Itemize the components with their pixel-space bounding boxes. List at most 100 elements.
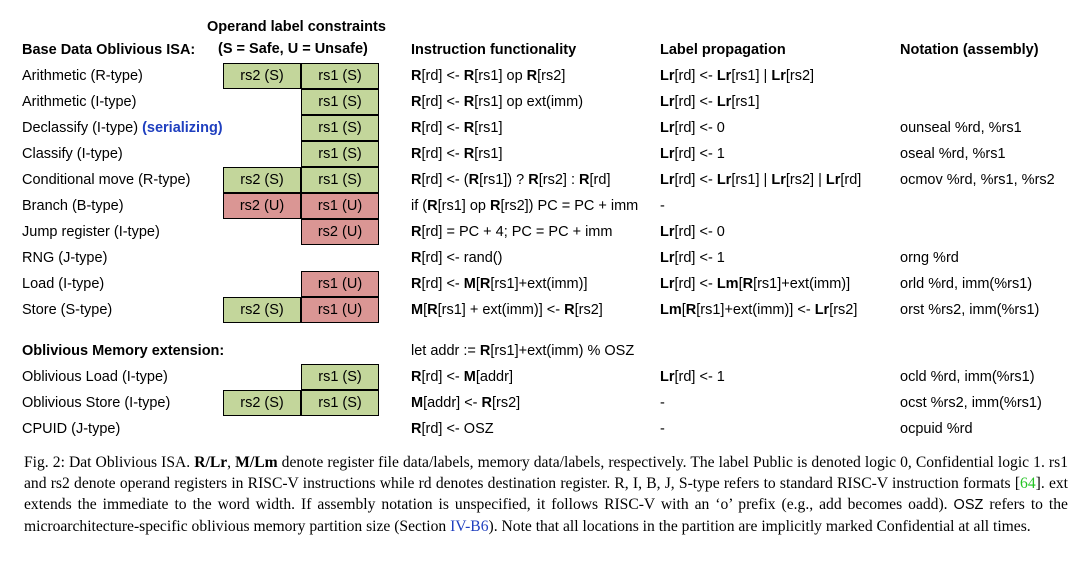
instruction-name-text: Oblivious Store (I-type) (22, 395, 171, 411)
expression-text: [rd] <- rand() (421, 250, 503, 266)
instruction-functionality: R[rd] <- M[addr] (411, 368, 513, 386)
expression-text: [rs2] (829, 302, 858, 318)
instruction-name-text: Store (S-type) (22, 302, 113, 318)
expression-text: [rs2] (537, 68, 566, 84)
operator-symbol: R (411, 146, 422, 162)
operator-symbol: Lm (660, 302, 682, 318)
expression-text: [rd] <- (674, 276, 717, 292)
expression-text: [rs1]) ? (479, 172, 529, 188)
label-propagation: Lr[rd] <- 0 (660, 223, 725, 241)
operator-symbol: R (411, 250, 422, 266)
label-propagation: Lr[rd] <- 1 (660, 368, 725, 386)
expression-text: [rd] <- (421, 146, 464, 162)
operator-symbol: R (411, 224, 422, 240)
expression-text: [rs1] op ext(imm) (474, 94, 584, 110)
label-propagation: Lr[rd] <- Lr[rs1] | Lr[rs2] | Lr[rd] (660, 171, 861, 189)
expression-text: [rs1]+ext(imm)] (753, 276, 851, 292)
caption-text-4: ]. ext extends the immediate to the word… (24, 475, 1068, 513)
expression-text: [rd] <- (421, 276, 464, 292)
section-link[interactable]: IV-B6 (450, 518, 489, 535)
instruction-functionality: R[rd] <- R[rs1] op ext(imm) (411, 93, 583, 111)
expression-text: [rs2] (492, 395, 521, 411)
label-propagation: - (660, 197, 665, 215)
operator-symbol: R (411, 120, 422, 136)
serializing-tag: (serializing) (142, 120, 223, 136)
operator-symbol: R (481, 395, 493, 411)
operator-symbol: R (489, 198, 501, 214)
instruction-name: Load (I-type) (22, 275, 104, 293)
rs1-constraint-cell: rs1 (S) (301, 390, 379, 416)
operator-symbol: R (411, 94, 422, 110)
operator-symbol: M (411, 395, 424, 411)
assembly-notation: orng %rd (900, 250, 959, 266)
expression-text: [rs2] (785, 68, 815, 84)
expression-text: [rs2] (574, 302, 603, 318)
label-propagation: Lr[rd] <- 0 (660, 119, 725, 137)
operator-symbol: Lr (660, 276, 675, 292)
expression-text: if ( (411, 198, 428, 214)
instruction-name-text: RNG (J-type) (22, 250, 108, 266)
instruction-name-text: Declassify (I-type) (22, 120, 143, 136)
operator-symbol: Lr (660, 224, 675, 240)
expression-text: [rs1] (731, 94, 760, 110)
operator-symbol: R (526, 68, 538, 84)
instruction-name: Arithmetic (R-type) (22, 67, 143, 85)
expression-text: [ (475, 276, 480, 292)
operator-symbol: R (427, 198, 438, 214)
instruction-name: Store (S-type) (22, 301, 112, 319)
operator-symbol: M (463, 369, 476, 385)
label-propagation: Lr[rd] <- 1 (660, 249, 725, 267)
expression-text: [ (423, 302, 428, 318)
expression-text: [rs1] (474, 146, 503, 162)
caption-bold-r-lr: R/Lr (194, 454, 228, 471)
rs1-constraint-cell: rs1 (S) (301, 141, 379, 167)
expression-text: [addr] <- (423, 395, 482, 411)
assembly-notation: orst %rs2, imm(%rs1) (900, 302, 1040, 318)
assembly-notation: orld %rd, imm(%rs1) (900, 276, 1033, 292)
rs1-constraint-cell: rs1 (S) (301, 167, 379, 193)
operator-symbol: Lr (660, 68, 675, 84)
caption-osz: OSZ (953, 497, 984, 513)
instruction-functionality: R[rd] <- OSZ (411, 420, 494, 438)
operator-symbol: R (463, 94, 475, 110)
caption-text-1: Fig. 2: Dat Oblivious ISA. (24, 454, 195, 471)
instruction-name: Classify (I-type) (22, 145, 123, 163)
operator-symbol: Lr (660, 172, 675, 188)
expression-text: [rd] <- (421, 369, 464, 385)
expression-text: [rs1] | (731, 68, 772, 84)
operator-symbol: Lm (716, 276, 739, 292)
caption-text-2: , (227, 454, 236, 471)
expression-text: [rs1] (474, 120, 503, 136)
instruction-name: Jump register (I-type) (22, 223, 160, 241)
instruction-name-text: CPUID (J-type) (22, 421, 121, 437)
label-propagation: - (660, 420, 665, 438)
expression-text: [rd] <- (674, 94, 717, 110)
expression-text: [rd] <- OSZ (421, 421, 494, 437)
instruction-functionality-heading: Instruction functionality (411, 42, 577, 58)
operator-symbol: R (463, 146, 475, 162)
instruction-functionality: R[rd] <- (R[rs1]) ? R[rs2] : R[rd] (411, 171, 610, 189)
expression-text: [rd] <- 1 (674, 146, 725, 162)
assembly-notation: ocpuid %rd (900, 421, 973, 437)
citation-link[interactable]: 64 (1020, 475, 1036, 492)
operator-symbol: Lr (660, 369, 675, 385)
operator-symbol: R (685, 302, 697, 318)
expression-text: [rd] <- 0 (674, 224, 725, 240)
instruction-name: Declassify (I-type) (serializing) (22, 119, 223, 137)
operator-symbol: R (579, 172, 590, 188)
rs1-constraint-cell: rs1 (S) (301, 63, 379, 89)
operator-symbol: R (479, 276, 491, 292)
instruction-name: Branch (B-type) (22, 197, 124, 215)
operator-symbol: R (742, 276, 754, 292)
rs1-constraint-cell: rs1 (S) (301, 115, 379, 141)
operator-symbol: Lr (716, 172, 732, 188)
expression-text: [rd] (589, 172, 611, 188)
expression-text: [rs1] op (437, 198, 490, 214)
rs1-constraint-cell: rs1 (S) (301, 89, 379, 115)
label-propagation: - (660, 394, 665, 412)
operator-symbol: R (528, 172, 539, 188)
expression-text: [rd] (840, 172, 862, 188)
oblivious-memory-extension-heading: Oblivious Memory extension: (22, 343, 225, 359)
label-propagation: Lr[rd] <- Lr[rs1] (660, 93, 760, 111)
expression-text: [rd] <- (674, 172, 717, 188)
